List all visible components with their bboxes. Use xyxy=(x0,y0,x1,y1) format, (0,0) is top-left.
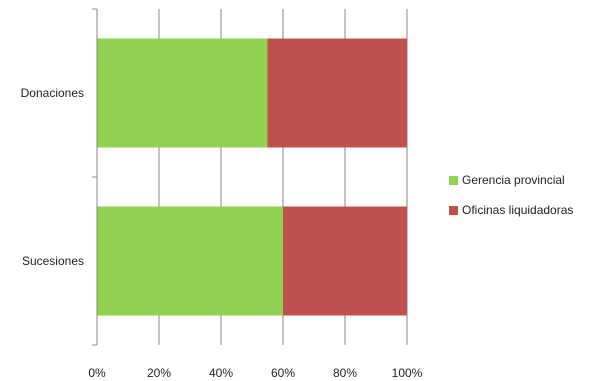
legend-label-gerencia: Gerencia provincial xyxy=(462,173,565,187)
legend-item-oficinas: Oficinas liquidadoras xyxy=(449,203,573,217)
legend-swatch-oficinas xyxy=(449,205,458,215)
bar-segment-oficinas-sucesiones xyxy=(283,206,407,316)
legend: Gerencia provincial Oficinas liquidadora… xyxy=(449,173,573,233)
x-tick-label: 60% xyxy=(271,366,295,380)
category-labels: Donaciones Sucesiones xyxy=(21,86,84,268)
x-tick-label: 100% xyxy=(392,366,423,380)
x-tick-labels: 0% 20% 40% 60% 80% 100% xyxy=(88,366,422,380)
x-tick-label: 20% xyxy=(147,366,171,380)
bar-segment-gerencia-sucesiones xyxy=(97,206,283,316)
category-ticks xyxy=(92,8,97,346)
x-tick-label: 80% xyxy=(333,366,357,380)
bar-segment-oficinas-donaciones xyxy=(267,38,407,148)
x-tick-label: 0% xyxy=(88,366,106,380)
category-label: Sucesiones xyxy=(22,254,84,268)
category-label: Donaciones xyxy=(21,86,84,100)
bars xyxy=(97,38,407,316)
legend-item-gerencia: Gerencia provincial xyxy=(449,173,573,187)
x-tick-label: 40% xyxy=(209,366,233,380)
bar-segment-gerencia-donaciones xyxy=(97,38,268,148)
legend-swatch-gerencia xyxy=(449,175,458,185)
legend-label-oficinas: Oficinas liquidadoras xyxy=(462,203,574,217)
